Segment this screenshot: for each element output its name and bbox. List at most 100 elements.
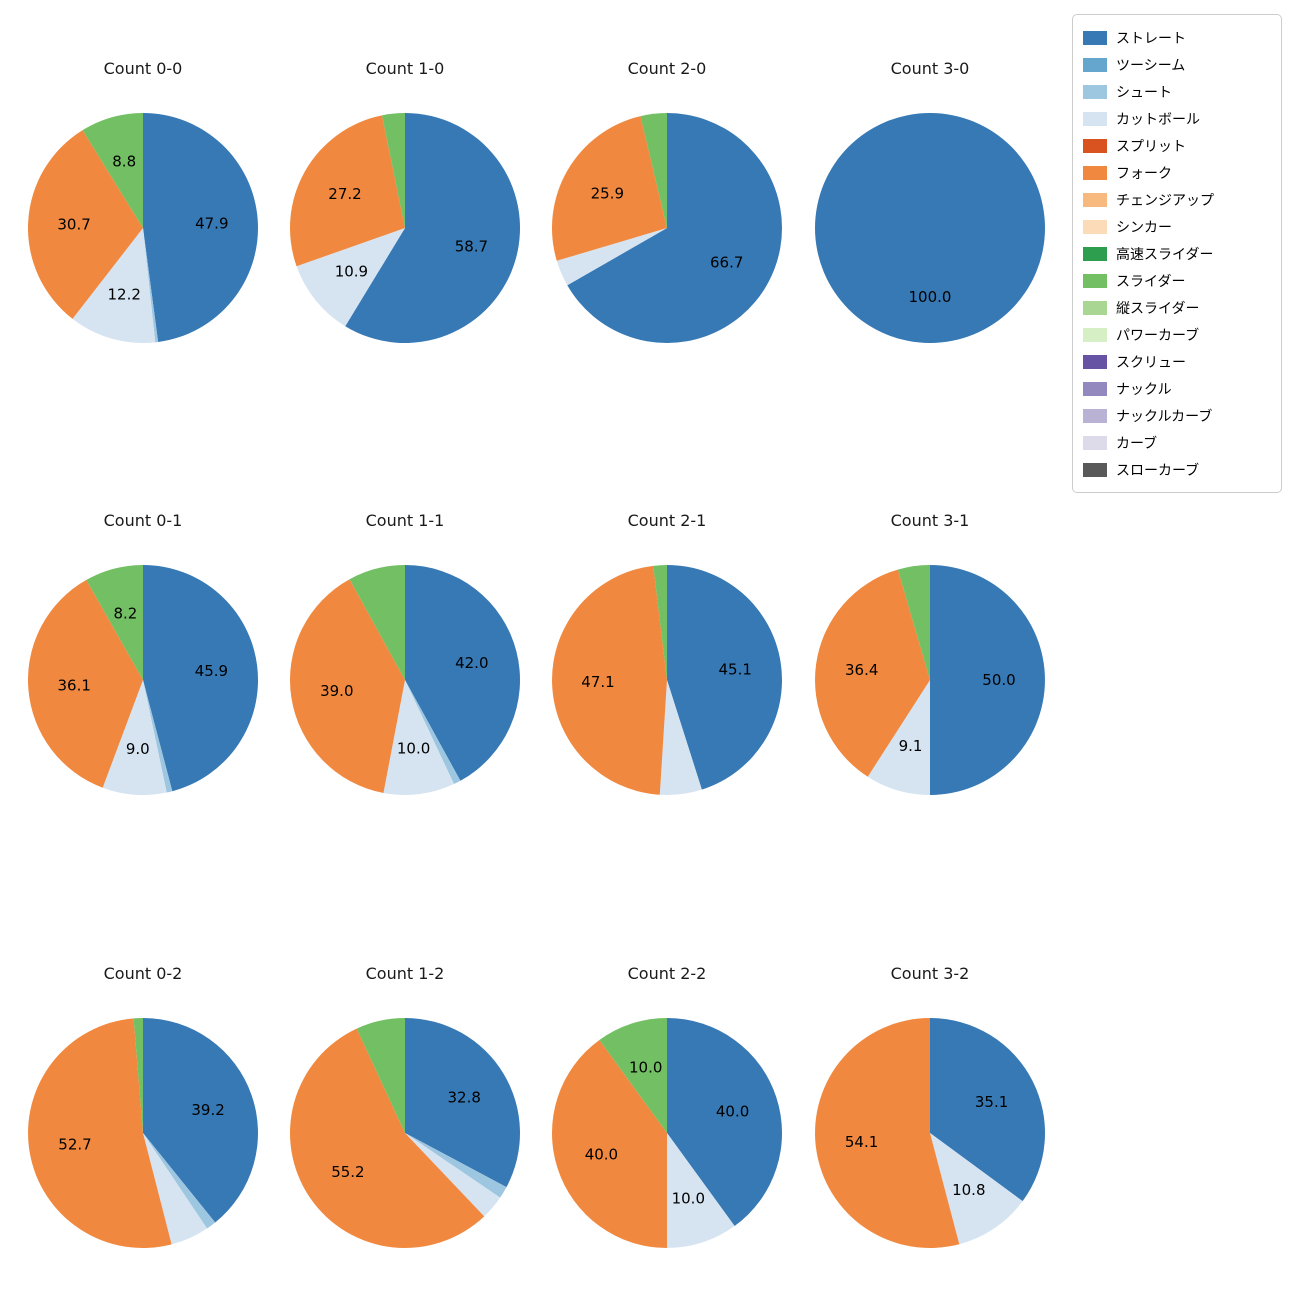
pie-slice — [345, 113, 521, 343]
pie-slice — [405, 565, 521, 781]
chart-title: Count 1-0 — [365, 59, 445, 78]
pie-slice-label: 39.0 — [320, 682, 353, 700]
legend-swatch-icon — [1083, 138, 1107, 153]
pie-slice — [551, 116, 667, 261]
pie-slice — [667, 1133, 735, 1248]
legend-swatch-icon — [1083, 435, 1107, 450]
pie-slice-label: 58.7 — [455, 238, 488, 256]
chart-title: Count 0-2 — [103, 964, 183, 983]
legend-swatch-icon — [1083, 111, 1107, 126]
pie-slice — [667, 1018, 783, 1227]
legend-label: 縦スライダー — [1116, 300, 1200, 317]
pie-slice — [405, 680, 461, 785]
legend-swatch-icon — [1083, 462, 1107, 477]
legend-item: スライダー — [1083, 267, 1271, 294]
pie-chart-count-3-0: Count 3-0 100.0 — [799, 55, 1061, 359]
legend-label: フォーク — [1116, 165, 1172, 182]
pie-slice — [289, 579, 405, 793]
pie-slice-label: 35.1 — [975, 1093, 1008, 1111]
pie-slice-label: 10.0 — [672, 1190, 705, 1208]
legend-item: シュート — [1083, 78, 1271, 105]
legend-label: パワーカーブ — [1116, 327, 1200, 344]
legend-item: ナックルカーブ — [1083, 402, 1271, 429]
legend-label: ツーシーム — [1116, 57, 1186, 74]
pie-slice — [556, 228, 667, 286]
pie-slice — [356, 1018, 405, 1133]
pie-slice — [930, 1018, 1046, 1202]
pie-chart-count-2-1: Count 2-1 45.1 47.1 — [536, 507, 798, 811]
pie-slice-label: 45.9 — [195, 662, 228, 680]
pie: 39.2 52.7 — [28, 1018, 258, 1248]
pie-slice-label: 8.8 — [112, 153, 136, 171]
chart-title: Count 2-0 — [627, 59, 707, 78]
pie-slice — [349, 565, 405, 680]
pie-slice — [143, 1133, 216, 1229]
pie-slice — [72, 228, 156, 343]
legend-label: スローカーブ — [1116, 462, 1200, 479]
pie-slice — [143, 113, 258, 342]
pie-slice — [405, 1133, 507, 1198]
pie-slice — [143, 1133, 208, 1245]
chart-title: Count 3-2 — [890, 964, 970, 983]
chart-title: Count 1-1 — [365, 511, 445, 530]
pie-slice-label: 40.0 — [716, 1103, 749, 1121]
legend-item: ストレート — [1083, 24, 1271, 51]
legend-swatch-icon — [1083, 165, 1107, 180]
pie-slice-label: 32.8 — [447, 1089, 480, 1107]
pie: 45.9 9.0 36.1 8.2 — [28, 565, 259, 796]
chart-title: Count 1-2 — [365, 964, 445, 983]
legend-item: スクリュー — [1083, 348, 1271, 375]
pie-slice — [667, 565, 782, 790]
pie-slice — [28, 130, 143, 319]
legend-label: ストレート — [1116, 30, 1186, 47]
pie-slice-label: 10.9 — [335, 263, 368, 281]
pie-slice — [930, 1133, 1023, 1245]
pie-slice — [552, 565, 667, 795]
pie-chart-count-0-1: Count 0-1 45.9 9.0 36.1 8.2 — [12, 507, 274, 811]
pie-slice — [383, 680, 454, 795]
pie-chart-count-3-1: Count 3-1 50.0 9.1 36.4 — [799, 507, 1061, 811]
legend-item: スプリット — [1083, 132, 1271, 159]
pie-chart-count-1-0: Count 1-0 58.7 10.9 27.2 — [274, 55, 536, 359]
chart-title: Count 0-1 — [103, 511, 183, 530]
pie: 66.7 25.9 — [551, 113, 783, 343]
legend-item: フォーク — [1083, 159, 1271, 186]
pie-slice — [290, 1028, 485, 1248]
pie-slice-label: 52.7 — [58, 1135, 91, 1153]
pie: 35.1 10.8 54.1 — [815, 1018, 1046, 1248]
pie-slice-label: 40.0 — [585, 1145, 618, 1163]
pie-slice-label: 47.1 — [581, 673, 614, 691]
chart-title: Count 2-1 — [627, 511, 707, 530]
legend-swatch-icon — [1083, 30, 1107, 45]
pie-slice — [382, 113, 405, 228]
pie-slice — [930, 565, 1045, 795]
legend-item: 高速スライダー — [1083, 240, 1271, 267]
pie-slice — [143, 228, 159, 343]
pie-slice-label: 9.0 — [126, 740, 150, 758]
pie-slice — [28, 1018, 172, 1248]
chart-title: Count 2-2 — [627, 964, 707, 983]
pie-slice — [102, 680, 167, 796]
legend-item: ナックル — [1083, 375, 1271, 402]
pie-slice-label: 47.9 — [195, 215, 228, 233]
pie-slice-label: 25.9 — [591, 184, 624, 202]
legend-item: ツーシーム — [1083, 51, 1271, 78]
pie-chart-count-0-0: Count 0-0 47.9 12.2 30.7 8.8 — [12, 55, 274, 359]
pie-slice — [143, 680, 173, 793]
legend-swatch-icon — [1083, 84, 1107, 99]
legend-label: シンカー — [1116, 219, 1172, 236]
legend-label: チェンジアップ — [1116, 192, 1214, 209]
legend-item: 縦スライダー — [1083, 294, 1271, 321]
chart-legend: ストレートツーシームシュート カットボール スプリットフォークチェンジアップ シンカー… — [1072, 14, 1282, 493]
legend-swatch-icon — [1083, 246, 1107, 261]
legend-item: カットボール — [1083, 105, 1271, 132]
pie-slice — [815, 1018, 960, 1248]
pie: 42.0 10.0 39.0 — [289, 565, 521, 795]
pie-slice-label: 10.0 — [397, 740, 430, 758]
pie: 40.0 10.0 40.0 10.0 — [551, 1018, 783, 1248]
chart-title: Count 0-0 — [103, 59, 183, 78]
legend-item: スローカーブ — [1083, 456, 1271, 483]
legend-label: スクリュー — [1116, 354, 1186, 371]
pie-slice-label: 10.0 — [629, 1058, 662, 1076]
legend-swatch-icon — [1083, 192, 1107, 207]
